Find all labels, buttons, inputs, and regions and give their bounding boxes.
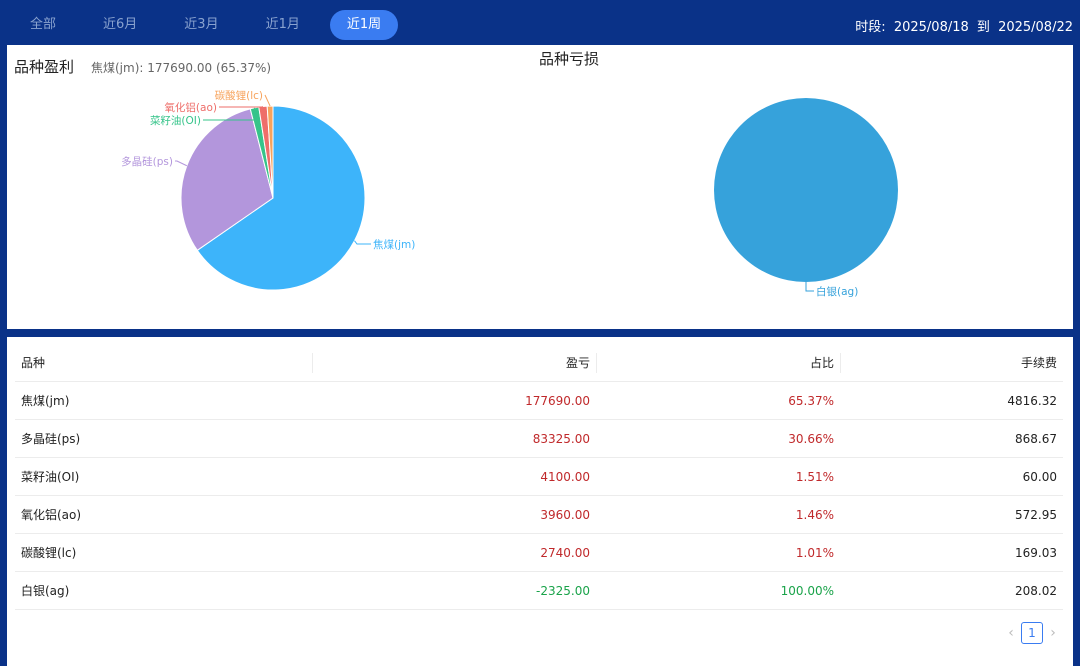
table-row: 碳酸锂(lc) 2740.00 1.01% 169.03	[15, 533, 1063, 572]
period-label: 时段:	[855, 20, 886, 35]
pie-leader-line	[805, 282, 814, 292]
pie-leader-line	[175, 160, 188, 167]
period-range: 时段: 2025/08/18 到 2025/08/22	[855, 16, 1073, 35]
header-fee: 手续费	[840, 344, 1063, 382]
pnl-table: 品种 盈亏 占比 手续费 焦煤(jm) 177690.00 65.37% 4816.3…	[15, 344, 1063, 610]
cell-variety: 多晶硅(ps)	[15, 419, 312, 458]
page-button-current[interactable]: 1	[1021, 622, 1043, 644]
tab-1-month[interactable]: 近1月	[265, 17, 300, 32]
cell-pnl: -2325.00	[312, 571, 596, 610]
cell-pnl: 177690.00	[312, 381, 596, 420]
period-separator: 到	[976, 20, 990, 35]
header-ratio: 占比	[596, 344, 840, 382]
chart-panel: 品种盈利 焦煤(jm): 177690.00 (65.37%) 品种亏损 焦煤(…	[7, 45, 1073, 329]
pie-1: 白银(ag)	[714, 98, 898, 298]
cell-fee: 572.95	[840, 495, 1063, 534]
pie-label: 菜籽油(OI)	[150, 114, 201, 127]
pie-leader-line	[264, 94, 271, 107]
cell-variety: 氧化铝(ao)	[15, 495, 312, 534]
pie-0: 焦煤(jm) 多晶硅(ps) 菜籽油(OI)氧化铝(ao)碳酸锂(lc)	[121, 89, 415, 291]
top-bar: 全部 近6月 近3月 近1月 近1周 时段: 2025/08/18 到 2025…	[0, 0, 1080, 46]
table-panel: 品种 盈亏 占比 手续费 焦煤(jm) 177690.00 65.37% 4816.3…	[7, 337, 1073, 666]
pie-label: 焦煤(jm)	[373, 238, 415, 251]
cell-variety: 碳酸锂(lc)	[15, 533, 312, 572]
table-row: 多晶硅(ps) 83325.00 30.66% 868.67	[15, 419, 1063, 458]
cell-ratio: 100.00%	[596, 571, 840, 610]
cell-ratio: 30.66%	[596, 419, 840, 458]
cell-pnl: 83325.00	[312, 419, 596, 458]
table-row: 菜籽油(OI) 4100.00 1.51% 60.00	[15, 457, 1063, 496]
table-row: 氧化铝(ao) 3960.00 1.46% 572.95	[15, 495, 1063, 534]
pie-slice[interactable]	[180, 108, 274, 252]
table-row: 白银(ag) -2325.00 100.00% 208.02	[15, 571, 1063, 610]
cell-pnl: 4100.00	[312, 457, 596, 496]
cell-variety: 白银(ag)	[15, 571, 312, 610]
cell-fee: 60.00	[840, 457, 1063, 496]
pie-leader-line	[354, 240, 371, 245]
pagination: ‹ 1 ›	[1003, 622, 1061, 644]
header-variety: 品种	[15, 344, 312, 382]
period-tabs: 全部 近6月 近3月 近1月 近1周	[13, 10, 411, 40]
pie-label: 碳酸锂(lc)	[215, 89, 263, 102]
chevron-right-icon[interactable]: ›	[1050, 625, 1056, 641]
cell-fee: 208.02	[840, 571, 1063, 610]
period-start: 2025/08/18	[893, 20, 969, 35]
tab-3-months[interactable]: 近3月	[184, 17, 219, 32]
pie-label: 氧化铝(ao)	[164, 101, 217, 114]
table-header-row: 品种 盈亏 占比 手续费	[15, 344, 1063, 382]
loss-chart-title: 品种亏损	[539, 50, 600, 68]
cell-ratio: 65.37%	[596, 381, 840, 420]
pie-slice[interactable]	[196, 105, 366, 291]
tab-6-months[interactable]: 近6月	[103, 17, 138, 32]
pie-label: 多晶硅(ps)	[121, 155, 173, 168]
pie-slice[interactable]	[714, 98, 898, 282]
cell-fee: 868.67	[840, 419, 1063, 458]
pie-label: 白银(ag)	[816, 285, 858, 298]
header-pnl: 盈亏	[312, 344, 596, 382]
cell-fee: 169.03	[840, 533, 1063, 572]
pie-leader-line	[203, 107, 260, 121]
chevron-left-icon[interactable]: ‹	[1008, 625, 1014, 641]
cell-pnl: 2740.00	[312, 533, 596, 572]
pie-slice[interactable]	[266, 105, 274, 199]
cell-ratio: 1.01%	[596, 533, 840, 572]
table-body: 焦煤(jm) 177690.00 65.37% 4816.32 多晶硅(ps) 83325…	[15, 381, 1063, 610]
cell-variety: 焦煤(jm)	[15, 381, 312, 420]
cell-pnl: 3960.00	[312, 495, 596, 534]
tab-1-week[interactable]: 近1周	[329, 10, 399, 40]
pie-charts: 焦煤(jm) 多晶硅(ps) 菜籽油(OI)氧化铝(ao)碳酸锂(lc) 白银(ag)	[121, 89, 898, 298]
cell-variety: 菜籽油(OI)	[15, 457, 312, 496]
cell-fee: 4816.32	[840, 381, 1063, 420]
period-end: 2025/08/22	[998, 20, 1073, 35]
profit-chart-subtitle: 焦煤(jm): 177690.00 (65.37%)	[91, 61, 272, 75]
profit-chart-title: 品种盈利	[14, 58, 75, 76]
cell-ratio: 1.46%	[596, 495, 840, 534]
table-row: 焦煤(jm) 177690.00 65.37% 4816.32	[15, 381, 1063, 420]
cell-ratio: 1.51%	[596, 457, 840, 496]
tab-all[interactable]: 全部	[30, 17, 57, 32]
